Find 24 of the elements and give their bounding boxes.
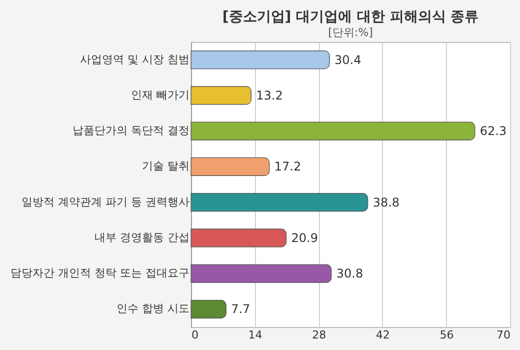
- data-label: 17.2: [274, 160, 302, 174]
- x-tick-label: 56: [440, 328, 454, 342]
- chart-subtitle: [단위:%]: [328, 26, 373, 39]
- chart-title: [중소기업] 대기업에 대한 피해의식 종류: [222, 9, 479, 25]
- y-tick-label: 담당자간 개인적 청탁 또는 접대요구: [10, 266, 190, 280]
- y-tick-label: 내부 경영활동 간섭: [94, 230, 190, 244]
- x-tick-label: 0: [192, 328, 198, 342]
- data-label: 62.3: [480, 124, 507, 138]
- x-tick-label: 42: [376, 328, 390, 342]
- x-tick-label: 28: [312, 328, 326, 342]
- data-label: 13.2: [256, 88, 283, 102]
- y-tick-label: 인수 합병 시도: [116, 302, 190, 316]
- y-tick-label: 납품단가의 독단적 결정: [72, 124, 190, 138]
- y-tick-label: 일방적 계약관계 파기 등 권력행사: [22, 195, 190, 208]
- y-tick-label: 기술 탈취: [142, 160, 190, 173]
- data-label: 20.9: [291, 230, 318, 245]
- y-tick-label: 사업영역 및 시장 침범: [80, 52, 190, 66]
- x-tick-label: 14: [248, 328, 262, 342]
- y-tick-label: 인재 빼가기: [131, 88, 190, 102]
- data-label: 38.8: [372, 195, 400, 210]
- data-label: 7.7: [231, 302, 250, 316]
- data-label: 30.8: [336, 266, 364, 281]
- x-tick-label: 70: [496, 328, 510, 342]
- data-label: 30.4: [334, 52, 362, 67]
